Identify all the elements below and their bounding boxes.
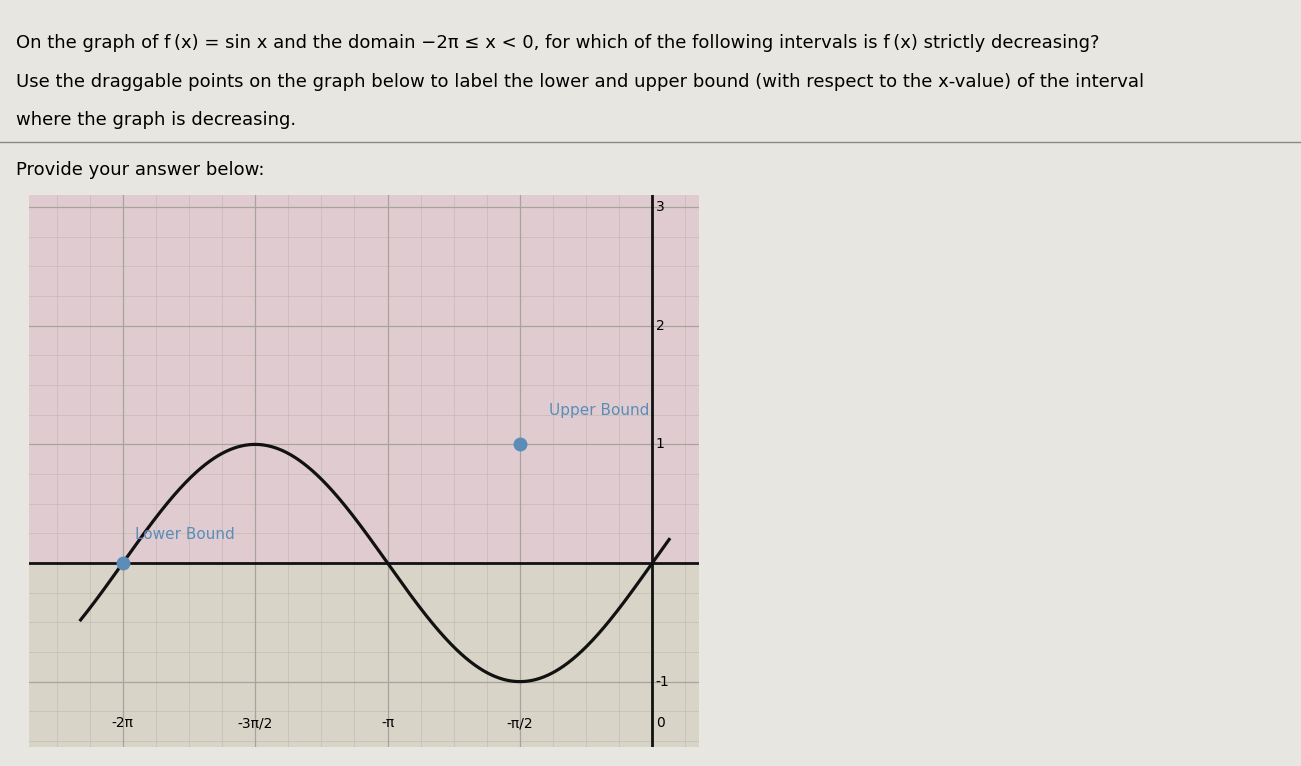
Text: 2: 2 (656, 319, 665, 332)
Text: Upper Bound: Upper Bound (549, 404, 649, 418)
Text: 0: 0 (657, 716, 665, 730)
Text: 3: 3 (656, 200, 665, 214)
Text: -2π: -2π (112, 716, 134, 730)
Text: -1: -1 (656, 675, 670, 689)
Text: Lower Bound: Lower Bound (135, 527, 235, 542)
Text: Provide your answer below:: Provide your answer below: (16, 161, 264, 178)
Text: 1: 1 (656, 437, 665, 451)
Text: On the graph of f (x) = sin x and the domain −2π ≤ x < 0, for which of the follo: On the graph of f (x) = sin x and the do… (16, 34, 1099, 52)
Text: where the graph is decreasing.: where the graph is decreasing. (16, 111, 295, 129)
Text: -3π/2: -3π/2 (238, 716, 273, 730)
Text: -π/2: -π/2 (506, 716, 533, 730)
Bar (29, 195, 699, 563)
Text: -π: -π (381, 716, 394, 730)
Text: Use the draggable points on the graph below to label the lower and upper bound (: Use the draggable points on the graph be… (16, 73, 1144, 90)
